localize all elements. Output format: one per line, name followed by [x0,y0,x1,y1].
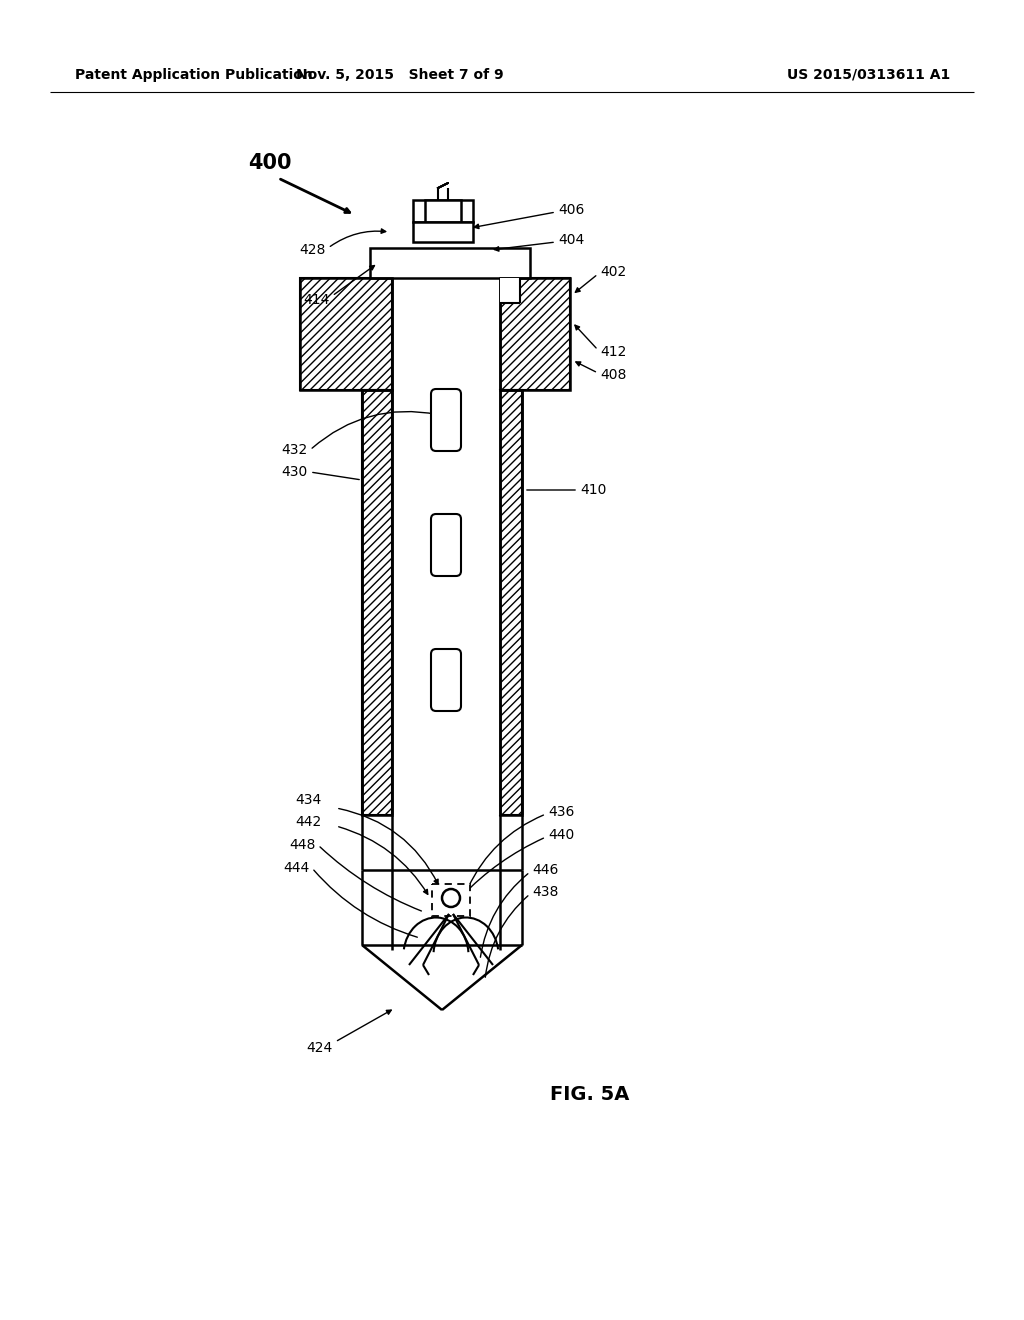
Text: FIG. 5A: FIG. 5A [550,1085,630,1105]
Bar [392,279,500,389]
Text: 424: 424 [307,1041,333,1055]
FancyBboxPatch shape [431,513,461,576]
Bar [370,248,530,279]
Text: 410: 410 [580,483,606,498]
Text: 400: 400 [248,153,292,173]
Bar [392,389,500,814]
Text: 440: 440 [548,828,574,842]
Bar [500,279,520,304]
Bar [432,884,470,916]
Bar [500,389,522,814]
Text: 430: 430 [282,465,308,479]
Text: Patent Application Publication: Patent Application Publication [75,69,312,82]
Text: 406: 406 [558,203,585,216]
Bar [362,389,392,814]
Text: 428: 428 [300,243,326,257]
Text: Nov. 5, 2015   Sheet 7 of 9: Nov. 5, 2015 Sheet 7 of 9 [296,69,504,82]
Bar [425,201,461,222]
Bar [500,279,570,389]
Text: 446: 446 [532,863,558,876]
Text: 402: 402 [600,265,627,279]
Bar [500,389,522,814]
Bar [362,389,392,814]
Bar [413,201,473,222]
Text: 404: 404 [558,234,585,247]
Text: 408: 408 [600,368,627,381]
Text: 436: 436 [548,805,574,818]
Text: 414: 414 [304,293,330,308]
Bar [500,279,570,389]
Text: 448: 448 [290,838,316,851]
Text: 412: 412 [600,345,627,359]
FancyBboxPatch shape [431,389,461,451]
Text: 434: 434 [296,793,322,807]
Text: 438: 438 [532,884,558,899]
FancyBboxPatch shape [431,649,461,711]
Text: 432: 432 [282,444,308,457]
Bar [413,222,473,242]
Bar [300,279,392,389]
Text: US 2015/0313611 A1: US 2015/0313611 A1 [786,69,950,82]
Text: 444: 444 [284,861,310,875]
Text: 442: 442 [296,814,322,829]
Bar [300,279,392,389]
